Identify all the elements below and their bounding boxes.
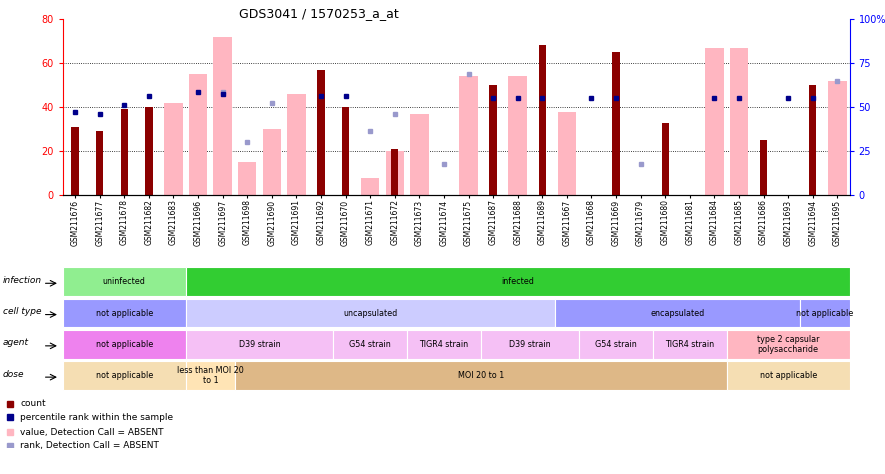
Text: percentile rank within the sample: percentile rank within the sample xyxy=(20,413,173,422)
Text: value, Detection Call = ABSENT: value, Detection Call = ABSENT xyxy=(20,428,164,437)
Bar xyxy=(705,47,724,195)
Text: less than MOI 20
to 1: less than MOI 20 to 1 xyxy=(177,366,243,385)
Bar xyxy=(238,162,257,195)
Bar xyxy=(727,330,850,359)
Bar xyxy=(63,299,186,328)
Bar xyxy=(730,47,748,195)
Bar xyxy=(63,361,186,390)
Bar xyxy=(263,129,281,195)
Bar xyxy=(189,74,207,195)
Text: rank, Detection Call = ABSENT: rank, Detection Call = ABSENT xyxy=(20,441,159,450)
Bar xyxy=(612,52,620,195)
Text: TIGR4 strain: TIGR4 strain xyxy=(419,340,468,349)
Text: uncapsulated: uncapsulated xyxy=(343,309,397,318)
Bar xyxy=(459,76,478,195)
Text: not applicable: not applicable xyxy=(96,371,153,380)
Bar xyxy=(235,361,727,390)
Bar xyxy=(386,151,404,195)
Bar xyxy=(361,178,380,195)
Text: agent: agent xyxy=(3,338,29,347)
Bar xyxy=(186,299,555,328)
Text: type 2 capsular
polysaccharide: type 2 capsular polysaccharide xyxy=(757,335,820,354)
Bar xyxy=(288,94,305,195)
Bar xyxy=(800,299,850,328)
Bar xyxy=(509,76,527,195)
Bar xyxy=(145,107,152,195)
Text: not applicable: not applicable xyxy=(796,309,854,318)
Bar xyxy=(63,267,186,296)
Bar xyxy=(342,107,350,195)
Text: MOI 20 to 1: MOI 20 to 1 xyxy=(458,371,504,380)
Bar xyxy=(809,85,816,195)
Text: TIGR4 strain: TIGR4 strain xyxy=(666,340,714,349)
Text: encapsulated: encapsulated xyxy=(650,309,704,318)
Text: G54 strain: G54 strain xyxy=(350,340,391,349)
Bar xyxy=(410,114,428,195)
Text: GDS3041 / 1570253_a_at: GDS3041 / 1570253_a_at xyxy=(239,7,398,20)
Text: infected: infected xyxy=(501,277,535,286)
Bar xyxy=(186,361,235,390)
Text: D39 strain: D39 strain xyxy=(239,340,281,349)
Text: not applicable: not applicable xyxy=(759,371,817,380)
Text: not applicable: not applicable xyxy=(96,340,153,349)
Text: G54 strain: G54 strain xyxy=(595,340,637,349)
Bar xyxy=(407,330,481,359)
Bar xyxy=(481,330,579,359)
Bar xyxy=(760,140,767,195)
Bar xyxy=(828,81,847,195)
Bar xyxy=(555,299,800,328)
Bar xyxy=(186,267,850,296)
Text: count: count xyxy=(20,400,46,408)
Bar xyxy=(72,127,79,195)
Bar xyxy=(391,149,398,195)
Text: cell type: cell type xyxy=(3,307,42,316)
Bar xyxy=(727,361,850,390)
Bar xyxy=(579,330,653,359)
Bar xyxy=(653,330,727,359)
Text: infection: infection xyxy=(3,276,42,285)
Bar xyxy=(63,330,186,359)
Bar xyxy=(661,123,669,195)
Text: not applicable: not applicable xyxy=(96,309,153,318)
Bar xyxy=(120,109,128,195)
Bar xyxy=(96,131,104,195)
Bar xyxy=(318,70,325,195)
Bar xyxy=(165,103,182,195)
Bar xyxy=(213,36,232,195)
Text: uninfected: uninfected xyxy=(103,277,146,286)
Bar xyxy=(558,111,576,195)
Bar xyxy=(489,85,496,195)
Bar xyxy=(334,330,407,359)
Text: D39 strain: D39 strain xyxy=(509,340,550,349)
Bar xyxy=(186,330,334,359)
Bar xyxy=(539,46,546,195)
Text: dose: dose xyxy=(3,370,25,379)
